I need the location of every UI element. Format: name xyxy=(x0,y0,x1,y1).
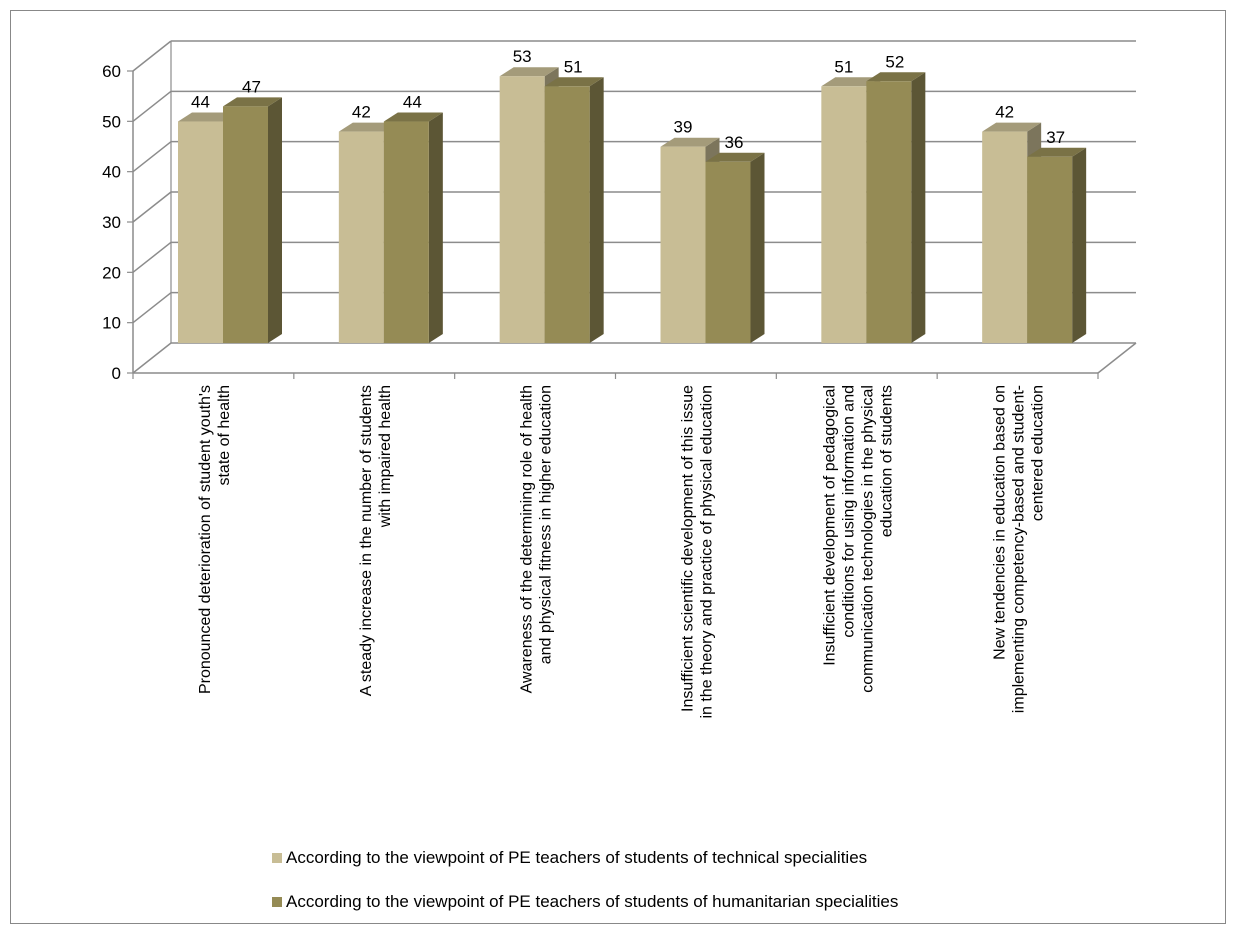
bar-side-humanitarian xyxy=(1072,147,1087,343)
grid-depth-line xyxy=(132,90,172,122)
bar-top-technical xyxy=(660,137,720,147)
data-label-humanitarian: 44 xyxy=(403,93,422,112)
category-label: communication technologies in the physic… xyxy=(859,385,876,693)
legend-label-humanitarian: According to the viewpoint of PE teacher… xyxy=(286,892,899,911)
bar-top-technical xyxy=(338,122,398,132)
bar-top-humanitarian xyxy=(223,97,282,107)
floor-right-edge xyxy=(1097,342,1137,374)
category-label: with impaired health xyxy=(377,385,394,528)
category-label: Awareness of the determining role of hea… xyxy=(519,385,536,693)
bar-top-humanitarian xyxy=(866,72,926,82)
bar-side-humanitarian xyxy=(589,77,604,344)
bar-top-technical xyxy=(178,112,237,122)
grid-depth-line xyxy=(132,292,172,324)
grid-depth-line xyxy=(132,342,172,374)
category-label: and physical fitness in higher education xyxy=(538,385,555,664)
bar-humanitarian xyxy=(223,106,268,343)
bar-technical xyxy=(982,131,1028,343)
grid-depth-line xyxy=(132,141,172,173)
bar-side-humanitarian xyxy=(911,72,926,344)
bar-top-technical xyxy=(982,122,1042,132)
category-label: Pronounced deterioration of student yout… xyxy=(197,385,214,694)
y-tick-label: 40 xyxy=(102,163,121,182)
category-label: Insufficient development of pedagogical xyxy=(821,385,838,666)
bar-humanitarian xyxy=(705,161,751,343)
y-tick-label: 30 xyxy=(102,213,121,232)
category-label: centered education xyxy=(1030,385,1047,521)
data-label-technical: 51 xyxy=(834,57,853,76)
category-label: in the theory and practice of physical e… xyxy=(698,385,715,719)
category-label: state of health xyxy=(216,385,233,486)
data-label-humanitarian: 51 xyxy=(564,57,583,76)
data-label-humanitarian: 52 xyxy=(885,52,904,71)
data-label-humanitarian: 37 xyxy=(1046,128,1065,147)
category-label: implementing competency-based and studen… xyxy=(1011,385,1028,713)
data-label-humanitarian: 47 xyxy=(242,77,261,96)
category-label: conditions for using information and xyxy=(840,385,857,638)
category-label: Insufficient scientific development of t… xyxy=(679,385,696,712)
bar-humanitarian xyxy=(1027,156,1073,343)
bar-side-humanitarian xyxy=(750,152,765,343)
y-tick-label: 10 xyxy=(102,314,121,333)
category-label: education of students xyxy=(878,385,895,537)
legend-label-technical: According to the viewpoint of PE teacher… xyxy=(286,848,868,867)
chart-frame xyxy=(10,10,1226,924)
bar-technical xyxy=(821,86,867,344)
bar-side-humanitarian xyxy=(268,97,282,343)
y-tick-label: 50 xyxy=(102,112,121,131)
bar-humanitarian xyxy=(866,81,912,344)
bar-top-humanitarian xyxy=(1027,147,1087,157)
y-tick-label: 0 xyxy=(112,364,121,383)
data-label-technical: 42 xyxy=(995,103,1014,122)
legend-swatch-humanitarian xyxy=(272,897,282,907)
grid-depth-line xyxy=(132,40,172,72)
legend-item-technical: According to the viewpoint of PE teacher… xyxy=(272,848,867,868)
bar-technical xyxy=(499,76,545,343)
bar-humanitarian xyxy=(544,86,590,344)
bar-top-technical xyxy=(499,67,559,77)
bar-top-technical xyxy=(821,77,881,87)
bar-technical xyxy=(338,131,384,343)
data-label-technical: 42 xyxy=(352,103,371,122)
data-label-technical: 53 xyxy=(513,47,532,66)
legend-item-humanitarian: According to the viewpoint of PE teacher… xyxy=(272,892,898,912)
bar-top-humanitarian xyxy=(544,77,604,87)
y-tick-label: 60 xyxy=(102,62,121,81)
grid-depth-line xyxy=(132,191,172,223)
category-label: New tendencies in education based on xyxy=(992,385,1009,660)
bar-top-humanitarian xyxy=(705,152,765,162)
category-label: A steady increase in the number of stude… xyxy=(358,385,375,696)
bar-technical xyxy=(178,121,223,344)
bar-side-humanitarian xyxy=(428,112,443,344)
bar-technical xyxy=(660,146,706,343)
grid-depth-line xyxy=(132,241,172,273)
data-label-humanitarian: 36 xyxy=(725,133,744,152)
bar-humanitarian xyxy=(383,121,429,344)
bar-top-humanitarian xyxy=(383,112,443,122)
data-label-technical: 39 xyxy=(674,118,693,137)
legend-swatch-technical xyxy=(272,853,282,863)
y-tick-label: 20 xyxy=(102,263,121,282)
data-label-technical: 44 xyxy=(191,93,210,112)
